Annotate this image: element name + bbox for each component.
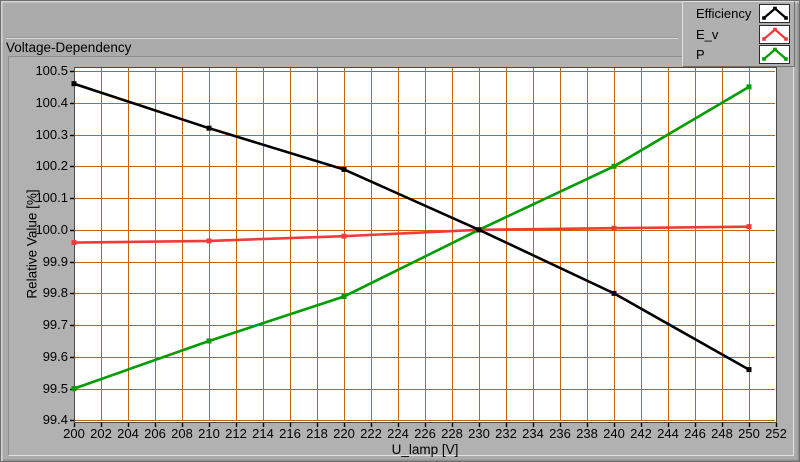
chart-title: Voltage-Dependency — [6, 40, 132, 55]
y-tick-label: 99.9 — [42, 253, 68, 269]
y-tick-label: 99.6 — [42, 348, 68, 364]
legend-item-efficiency[interactable]: Efficiency — [683, 3, 794, 24]
legend-line-sample-icon — [759, 45, 790, 65]
y-axis-title: Relative Value [%] — [24, 189, 40, 299]
y-tick-label: 99.8 — [42, 285, 68, 301]
x-tick-label: 234 — [522, 426, 544, 441]
legend-item-label: P — [696, 47, 705, 63]
x-tick-label: 226 — [414, 426, 436, 441]
x-tick-label: 204 — [117, 426, 139, 441]
tick-marks — [70, 70, 778, 427]
y-tick-label: 100.2 — [35, 158, 68, 174]
legend-line-sample-icon — [759, 24, 790, 44]
y-tick-label: 100.5 — [35, 63, 68, 78]
x-tick-label: 214 — [252, 426, 274, 441]
x-tick-label: 202 — [90, 426, 112, 441]
x-tick-label: 246 — [684, 426, 706, 441]
legend-item-label: Efficiency — [696, 5, 752, 21]
header-divider — [6, 37, 678, 39]
x-tick-label: 236 — [549, 426, 571, 441]
plot-area — [70, 67, 778, 427]
x-tick-label: 244 — [657, 426, 679, 441]
x-tick-label: 232 — [495, 426, 517, 441]
x-tick-label: 220 — [333, 426, 355, 441]
grid-lines — [75, 68, 775, 421]
y-tick-label: 100.1 — [35, 190, 68, 206]
x-tick-label: 240 — [603, 426, 625, 441]
x-tick-label: 222 — [360, 426, 382, 441]
x-tick-label: 210 — [198, 426, 220, 441]
plot-legend: Efficiency E_v P — [682, 1, 795, 67]
x-tick-label: 250 — [738, 426, 760, 441]
series-line-efficiency — [73, 82, 750, 371]
x-tick-label: 238 — [576, 426, 598, 441]
y-tick-label: 100.3 — [35, 126, 68, 142]
x-tick-label: 212 — [225, 426, 247, 441]
y-tick-label: 99.5 — [42, 380, 68, 396]
series-line-p — [73, 85, 750, 390]
x-tick-label: 228 — [441, 426, 463, 441]
x-axis-title: U_lamp [V] — [391, 442, 459, 457]
x-tick-label: 224 — [387, 426, 409, 441]
series-markers-efficiency — [71, 81, 752, 373]
x-tick-label: 230 — [468, 426, 490, 441]
x-tick-label: 218 — [306, 426, 328, 441]
x-tick-label: 206 — [144, 426, 166, 441]
y-tick-label: 100.4 — [35, 94, 68, 110]
x-tick-label: 252 — [765, 426, 787, 441]
legend-item-label: E_v — [696, 26, 719, 42]
legend-line-sample-icon — [759, 3, 790, 23]
x-tick-label: 248 — [711, 426, 733, 441]
y-tick-label: 99.7 — [42, 317, 68, 333]
series-line-e_v — [73, 225, 750, 244]
y-axis-ticks: 100.5 100.4 100.3 100.2 100.1 100.0 99.9 99.8 99… — [1, 63, 68, 431]
legend-item-p[interactable]: P — [683, 44, 794, 65]
x-tick-label: 216 — [279, 426, 301, 441]
x-tick-label: 200 — [63, 426, 85, 441]
x-axis-ticks: 200 202 204 206 208 210 212 214 216 218 220 222 224 2… — [63, 426, 787, 441]
legend-item-e_v[interactable]: E_v — [683, 24, 794, 45]
y-tick-label: 100.0 — [35, 221, 68, 237]
x-tick-label: 242 — [630, 426, 652, 441]
x-tick-label: 208 — [171, 426, 193, 441]
y-tick-label: 99.4 — [42, 412, 68, 428]
